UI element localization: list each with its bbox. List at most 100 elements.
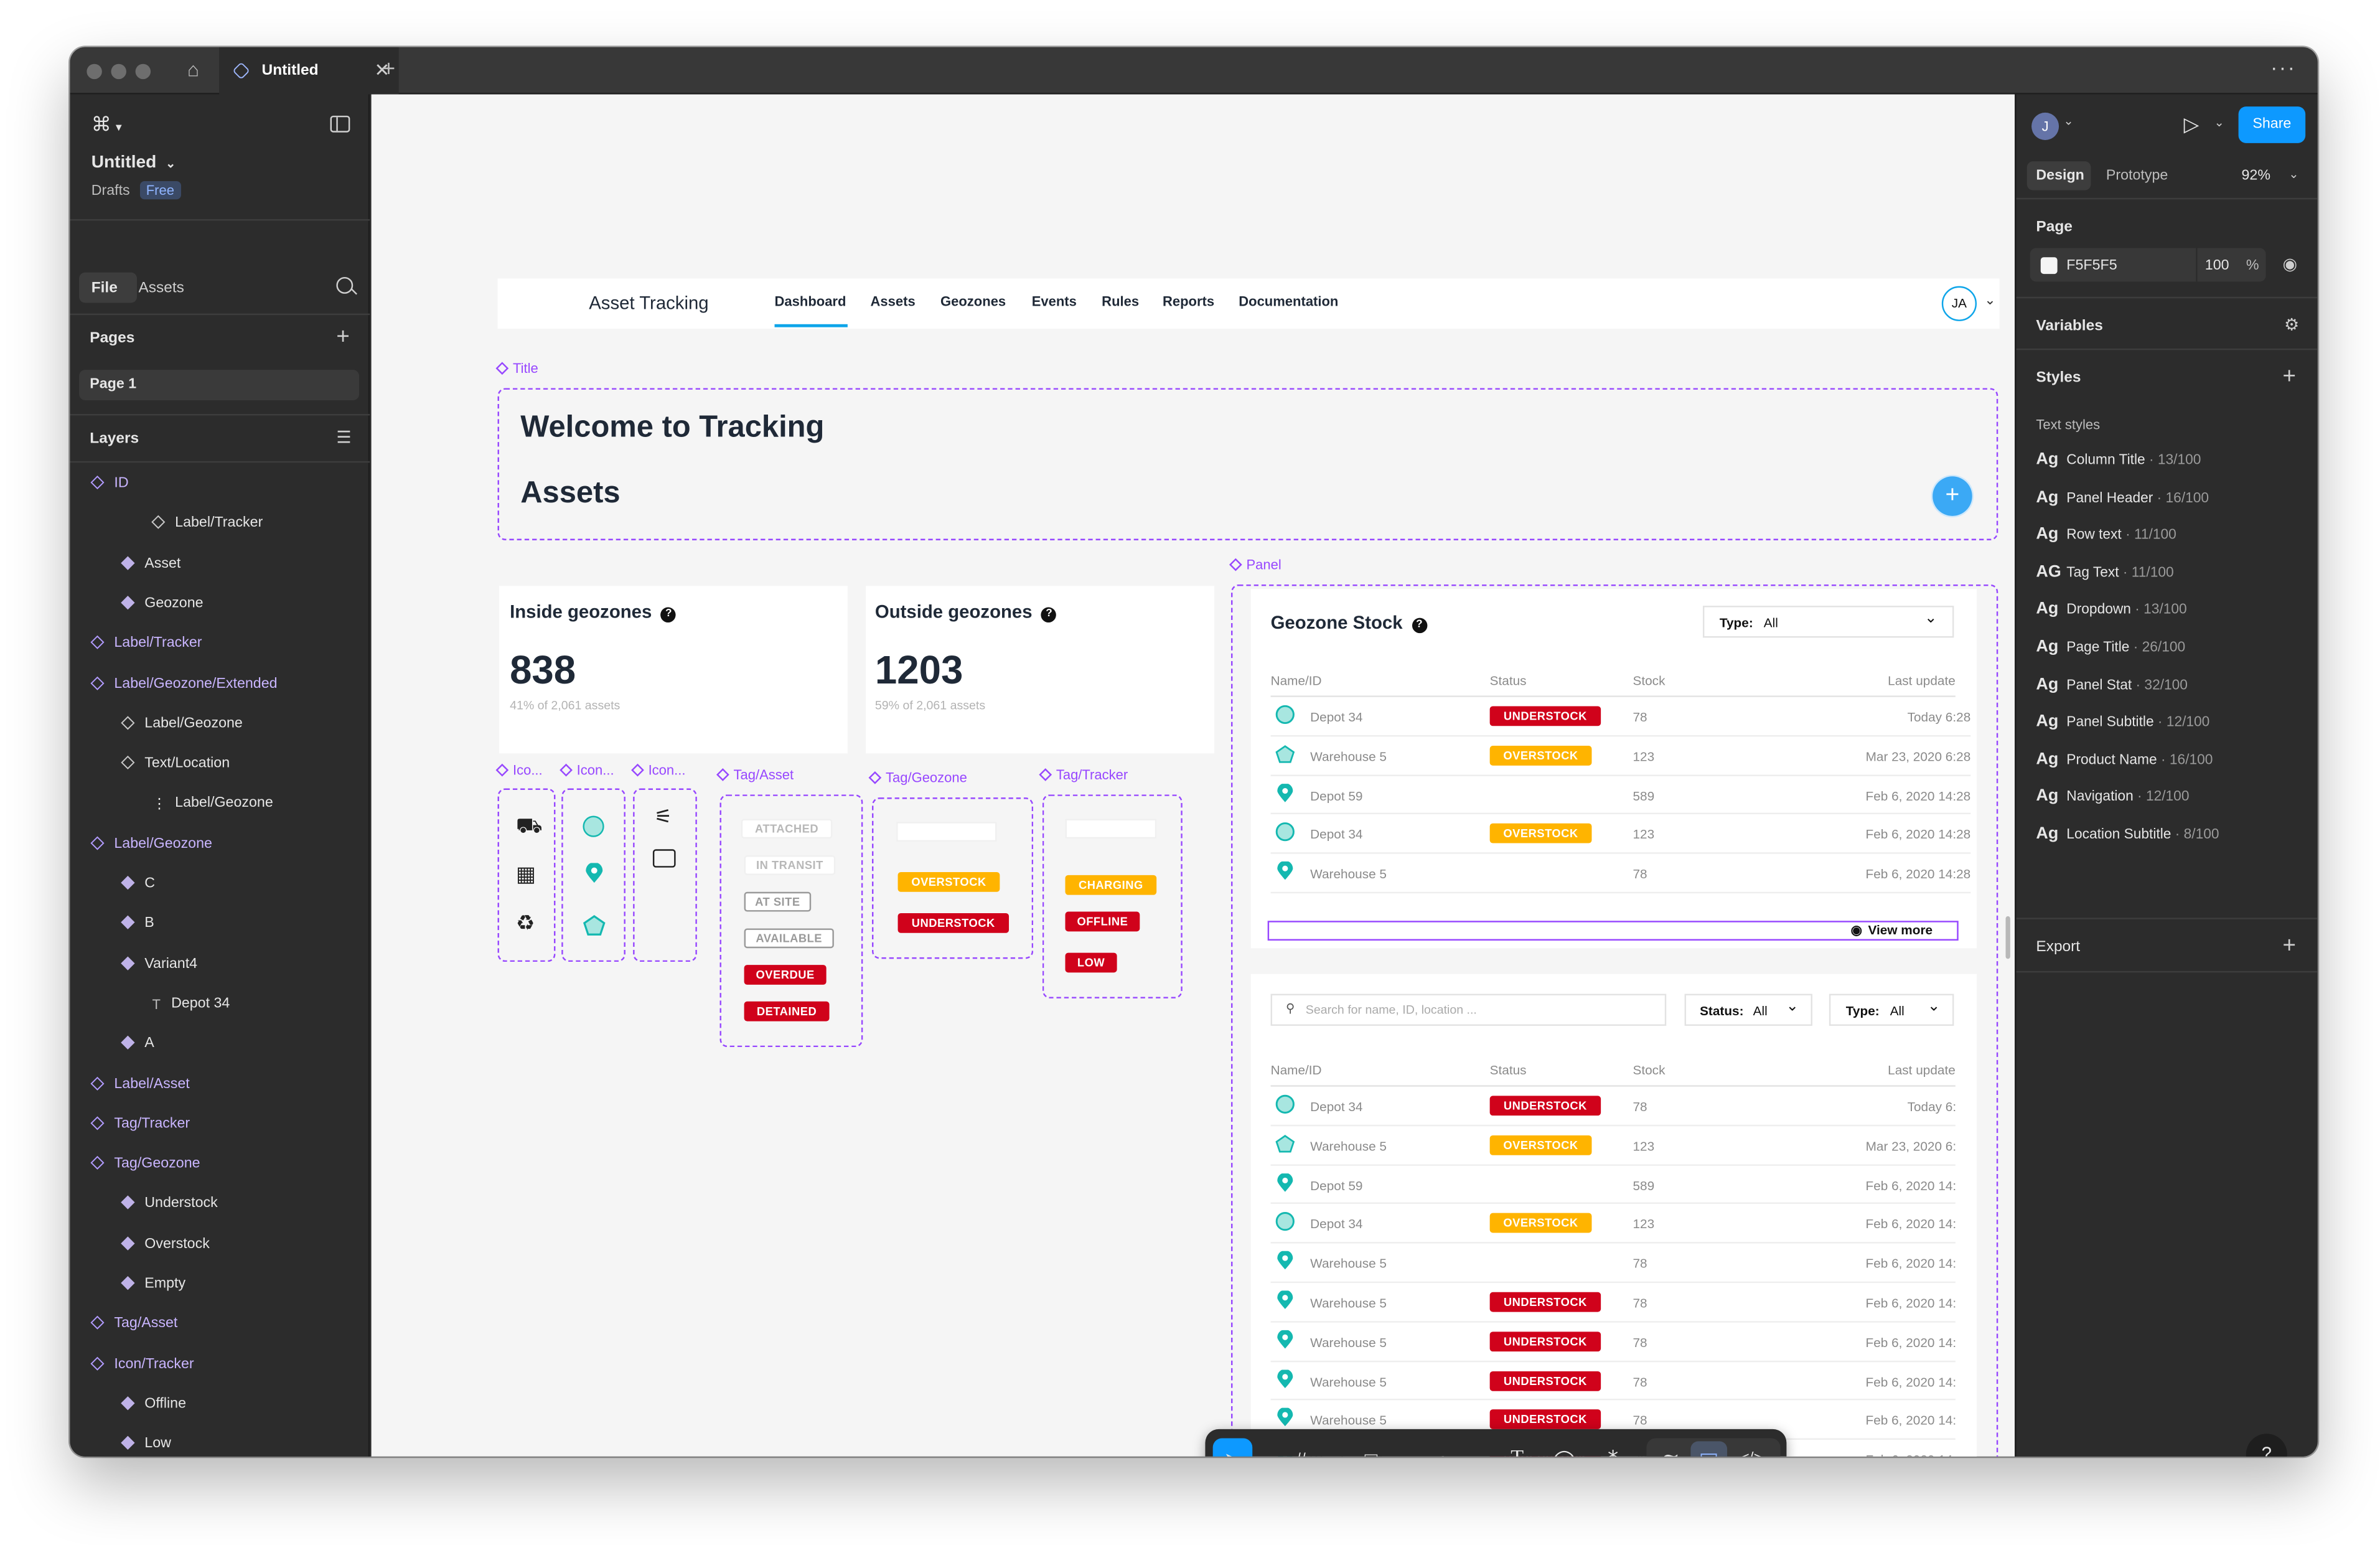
text-style-item[interactable]: Ag Row text · 11/100	[2036, 525, 2176, 543]
layer-item[interactable]: Asset	[121, 555, 180, 571]
close-tab-icon[interactable]: ✕	[374, 59, 390, 81]
text-style-item[interactable]: Ag Column Title · 13/100	[2036, 451, 2201, 469]
search-icon[interactable]	[336, 276, 357, 296]
text-style-item[interactable]: Ag Panel Subtitle · 12/100	[2036, 713, 2209, 731]
main-menu-icon[interactable]: ⌘ ▾	[91, 112, 122, 136]
chevron-down-icon[interactable]: ⌄	[1389, 1446, 1417, 1457]
table-row[interactable]: Depot 34 OVERSTOCK 123 Feb 6, 2020 14:28	[1270, 815, 1971, 855]
table-row[interactable]: Warehouse 5 78 Feb 6, 2020 14:28	[1270, 1244, 1956, 1284]
status-dropdown[interactable]: Status: All ⌄	[1684, 993, 1812, 1026]
add-asset-button[interactable]: +	[1933, 476, 1972, 516]
home-icon[interactable]: ⌂	[187, 57, 200, 81]
layer-item[interactable]: ID	[90, 475, 129, 492]
dev-mode-icon[interactable]: </>	[1738, 1446, 1765, 1457]
table-row[interactable]: Warehouse 5 OVERSTOCK 123 Mar 23, 2020 6:28	[1270, 736, 1971, 776]
text-style-item[interactable]: Ag Panel Stat · 32/100	[2036, 675, 2188, 693]
file-name-button[interactable]: Untitled ⌄	[91, 154, 176, 172]
nav-reports[interactable]: Reports	[1162, 293, 1215, 309]
text-style-item[interactable]: Ag Panel Header · 16/100	[2036, 488, 2209, 506]
table-row[interactable]: Warehouse 5 UNDERSTOCK 78 Feb 6, 2020 14:28	[1270, 1283, 1956, 1323]
tab-assets[interactable]: Assets	[138, 279, 184, 297]
table-row[interactable]: Depot 34 OVERSTOCK 123 Feb 6, 2020 14:28	[1270, 1205, 1956, 1244]
tag-asset-frame[interactable]	[719, 794, 863, 1048]
text-style-item[interactable]: Ag Location Subtitle · 8/100	[2036, 825, 2219, 843]
pen-tool-icon[interactable]: ✒	[1429, 1446, 1456, 1457]
nav-documentation[interactable]: Documentation	[1239, 293, 1339, 309]
layer-options-icon[interactable]: ☰	[336, 429, 352, 448]
layer-item[interactable]: Geozone	[121, 595, 204, 612]
text-style-item[interactable]: Ag Product Name · 16/100	[2036, 750, 2213, 768]
eye-icon[interactable]: ◉	[2282, 255, 2297, 275]
table-row[interactable]: Warehouse 5 UNDERSTOCK 78 Feb 6, 2020 14:28	[1270, 1361, 1956, 1401]
icon-asset-frame[interactable]	[497, 788, 556, 962]
panel-frame[interactable]	[1231, 584, 1998, 1457]
close-window-button[interactable]	[87, 63, 102, 80]
new-tab-button[interactable]: +	[382, 56, 396, 83]
chevron-down-icon[interactable]: ⌄	[2289, 167, 2299, 181]
canvas-scrollbar[interactable]	[2005, 916, 2010, 959]
tab-file[interactable]: File	[91, 279, 118, 297]
help-icon[interactable]: ?	[661, 607, 677, 623]
layer-item[interactable]: Offline	[121, 1396, 186, 1412]
table-row[interactable]: Warehouse 5 UNDERSTOCK 78 Feb 6, 2020 14:28	[1270, 1322, 1956, 1362]
layer-item[interactable]: B	[121, 915, 154, 932]
layer-item[interactable]: Variant4	[121, 955, 197, 972]
layer-item[interactable]: C	[121, 875, 155, 892]
layer-item[interactable]: Label/Tracker	[90, 635, 202, 652]
color-swatch[interactable]	[2040, 257, 2058, 275]
chevron-down-icon[interactable]: ⌄	[1319, 1446, 1347, 1457]
layer-item[interactable]: ⋮ Label/Geozone	[152, 795, 273, 813]
text-style-item[interactable]: AG Tag Text · 11/100	[2036, 563, 2173, 581]
move-tool-icon[interactable]: ➤	[1219, 1446, 1246, 1457]
text-style-item[interactable]: Ag Navigation · 12/100	[2036, 787, 2189, 805]
chevron-down-icon[interactable]: ⌄	[1461, 1446, 1488, 1457]
tag-tracker-frame[interactable]	[1042, 794, 1183, 998]
present-icon[interactable]: ▷	[2183, 112, 2200, 136]
design-canvas[interactable]: Asset Tracking Dashboard Assets Geozones…	[371, 94, 2015, 1457]
page-opacity-value[interactable]: 100	[2204, 257, 2229, 275]
table-row[interactable]: Depot 34 UNDERSTOCK 78 Today 6:28	[1270, 697, 1971, 736]
page-color-field[interactable]	[2030, 248, 2266, 282]
rectangle-tool-icon[interactable]: □	[1357, 1446, 1385, 1457]
type-dropdown[interactable]: Type: All ⌄	[1829, 993, 1954, 1026]
icon-geozone-frame[interactable]	[561, 788, 625, 962]
user-avatar[interactable]: J	[2031, 112, 2059, 140]
help-icon[interactable]: ?	[1412, 618, 1427, 634]
share-button[interactable]: Share	[2238, 106, 2306, 143]
design-mode-icon[interactable]: ▤	[1695, 1446, 1723, 1457]
layer-item[interactable]: Icon/Tracker	[90, 1356, 194, 1372]
table-row[interactable]: Depot 59 589 Feb 6, 2020 14:28	[1270, 776, 1971, 815]
table-row[interactable]: Warehouse 5 78 Feb 6, 2020 14:28	[1270, 854, 1971, 894]
view-more-button[interactable]: ◉ View more	[1267, 921, 1959, 941]
draw-mode-icon[interactable]: ≋	[1657, 1446, 1685, 1457]
help-icon[interactable]: ?	[1041, 607, 1057, 623]
layer-item[interactable]: Label/Geozone	[121, 715, 243, 732]
layer-item[interactable]: Label/Asset	[90, 1075, 190, 1092]
type-dropdown[interactable]: Type: All ⌄	[1702, 606, 1954, 638]
zoom-level[interactable]: 92%	[2241, 167, 2270, 184]
title-frame[interactable]	[497, 388, 1998, 540]
comment-tool-icon[interactable]: ◯	[1550, 1446, 1578, 1457]
layer-item[interactable]: T Depot 34	[152, 995, 230, 1012]
tag-geozone-frame[interactable]	[871, 797, 1034, 959]
tab-design[interactable]: Design	[2036, 167, 2084, 184]
icon-tracker-frame[interactable]	[633, 788, 697, 962]
layer-item[interactable]: Understock	[121, 1195, 218, 1212]
nav-events[interactable]: Events	[1031, 293, 1077, 309]
help-button[interactable]: ?	[2246, 1434, 2287, 1457]
layer-item[interactable]: Label/Geozone/Extended	[90, 675, 278, 692]
layer-item[interactable]: Low	[121, 1435, 171, 1452]
actions-tool-icon[interactable]: ⁂	[1600, 1446, 1627, 1457]
layer-item[interactable]: Tag/Asset	[90, 1315, 177, 1332]
text-tool-icon[interactable]: T	[1504, 1446, 1531, 1457]
zoom-window-button[interactable]	[135, 63, 151, 80]
layer-item[interactable]: Label/Geozone	[90, 835, 212, 852]
nav-dashboard[interactable]: Dashboard	[774, 293, 846, 309]
minimize-window-button[interactable]	[111, 63, 126, 80]
chevron-down-icon[interactable]: ⌄	[1255, 1446, 1283, 1457]
file-tab[interactable]: Untitled ✕	[219, 47, 399, 95]
nav-assets[interactable]: Assets	[870, 293, 916, 309]
table-row[interactable]: Depot 34 UNDERSTOCK 78 Today 6:28	[1270, 1087, 1956, 1126]
more-options-icon[interactable]: ···	[2270, 55, 2297, 80]
layer-item[interactable]: Overstock	[121, 1236, 210, 1252]
